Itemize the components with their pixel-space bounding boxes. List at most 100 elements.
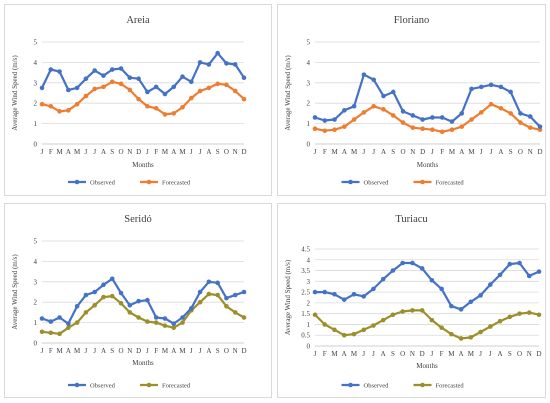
data-point-forecasted [109, 79, 115, 85]
data-point-observed [332, 291, 337, 297]
chart-title: Seridó [124, 214, 151, 225]
data-point-forecasted [232, 88, 238, 94]
y-tick-label: 2 [34, 299, 38, 307]
y-tick-label: 4 [307, 59, 311, 67]
x-tick-label: M [331, 148, 338, 156]
y-axis-label: Average Wind Speed (m/s) [284, 55, 292, 131]
x-tick-label: S [508, 350, 512, 358]
data-point-forecasted [39, 101, 45, 107]
y-tick-label: 2 [307, 100, 311, 108]
x-tick-label: F [440, 350, 444, 358]
data-point-forecasted [136, 315, 141, 320]
data-point-forecasted [351, 117, 357, 122]
data-point-forecasted [312, 126, 318, 131]
data-point-observed [351, 291, 357, 297]
series-observed [39, 276, 247, 326]
y-tick-label: 1 [307, 120, 311, 128]
data-point-observed [322, 289, 328, 295]
x-tick-label: M [351, 350, 358, 358]
data-point-forecasted [57, 109, 62, 114]
y-tick-label: 1 [307, 321, 311, 329]
data-point-observed [381, 93, 386, 99]
y-tick-label: 4 [34, 59, 38, 67]
y-tick-label: 1.5 [301, 310, 310, 318]
data-point-observed [488, 282, 493, 287]
data-point-observed [224, 61, 229, 66]
y-axis-label: Average Wind Speed (m/s) [284, 259, 292, 335]
x-tick-label: N [410, 350, 415, 358]
x-tick-label: S [110, 148, 114, 156]
legend-item-observed: Observed [341, 179, 389, 186]
legend-marker-forecasted [420, 382, 425, 388]
data-point-observed [74, 85, 80, 91]
data-point-forecasted [145, 103, 150, 109]
x-tick-label: A [66, 148, 71, 156]
x-tick-label: D [536, 350, 541, 358]
data-point-forecasted [48, 103, 54, 109]
x-tick-label: N [233, 347, 238, 355]
x-tick-label: O [518, 148, 523, 156]
y-axis-label: Average Wind Speed (m/s) [11, 55, 19, 131]
data-point-forecasted [127, 310, 133, 315]
x-tick-label: F [323, 148, 327, 156]
x-tick-label: M [56, 148, 63, 156]
data-point-observed [48, 67, 54, 72]
y-tick-label: 0 [307, 141, 311, 149]
x-tick-label: D [420, 350, 425, 358]
x-tick-label: J [41, 347, 44, 355]
data-point-observed [536, 269, 542, 274]
data-point-observed [458, 307, 464, 312]
data-point-observed [312, 289, 318, 295]
series-observed [39, 50, 247, 97]
legend-marker-forecasted [146, 179, 152, 185]
x-tick-label: M [74, 347, 81, 355]
data-point-observed [508, 89, 513, 95]
data-point-observed [469, 86, 474, 92]
y-tick-label: 1 [34, 120, 38, 128]
chart-panel-areia: Areia 0 1 2 3 4 5 J F M A M J J A S O N D J F M A M J J A S O N D Month… [4, 4, 272, 196]
y-tick-label: 0 [34, 141, 38, 149]
data-point-forecasted [48, 330, 54, 336]
x-tick-label: S [216, 347, 220, 355]
y-tick-label: 3 [34, 278, 38, 286]
data-point-forecasted [459, 124, 465, 129]
x-tick-label: D [241, 148, 246, 156]
data-point-forecasted [83, 310, 89, 315]
data-point-forecasted [206, 85, 212, 91]
data-point-forecasted [127, 87, 133, 93]
data-point-observed [232, 62, 238, 67]
y-tick-label: 3 [307, 79, 311, 87]
data-point-forecasted [439, 325, 444, 330]
x-tick-label: O [119, 148, 124, 156]
data-point-forecasted [536, 312, 542, 318]
data-point-observed [429, 277, 435, 283]
data-point-forecasted [361, 110, 367, 115]
legend-marker-forecasted [420, 179, 425, 185]
data-point-forecasted [57, 331, 62, 337]
data-point-observed [206, 62, 212, 67]
x-tick-label: A [101, 347, 106, 355]
data-point-forecasted [390, 312, 396, 318]
data-point-forecasted [74, 320, 80, 325]
data-point-observed [449, 303, 454, 309]
data-point-forecasted [118, 300, 124, 306]
legend-marker-observed [74, 382, 80, 388]
data-point-observed [48, 319, 54, 324]
data-point-observed [361, 294, 366, 299]
data-point-forecasted [341, 332, 347, 338]
legend-item-forecasted: Forecasted [140, 382, 191, 389]
data-point-observed [109, 67, 115, 72]
data-point-forecasted [469, 117, 474, 122]
data-point-forecasted [197, 299, 203, 305]
x-tick-label: A [459, 350, 464, 358]
data-point-forecasted [508, 111, 513, 116]
data-point-forecasted [171, 325, 177, 330]
x-tick-label: F [49, 148, 53, 156]
x-tick-label: F [440, 148, 444, 156]
data-point-observed [419, 266, 425, 271]
data-point-forecasted [101, 84, 106, 90]
data-point-forecasted [136, 96, 141, 102]
data-point-observed [526, 273, 532, 279]
y-axis-label: Average Wind Speed (m/s) [11, 254, 19, 330]
x-tick-label: N [127, 347, 132, 355]
